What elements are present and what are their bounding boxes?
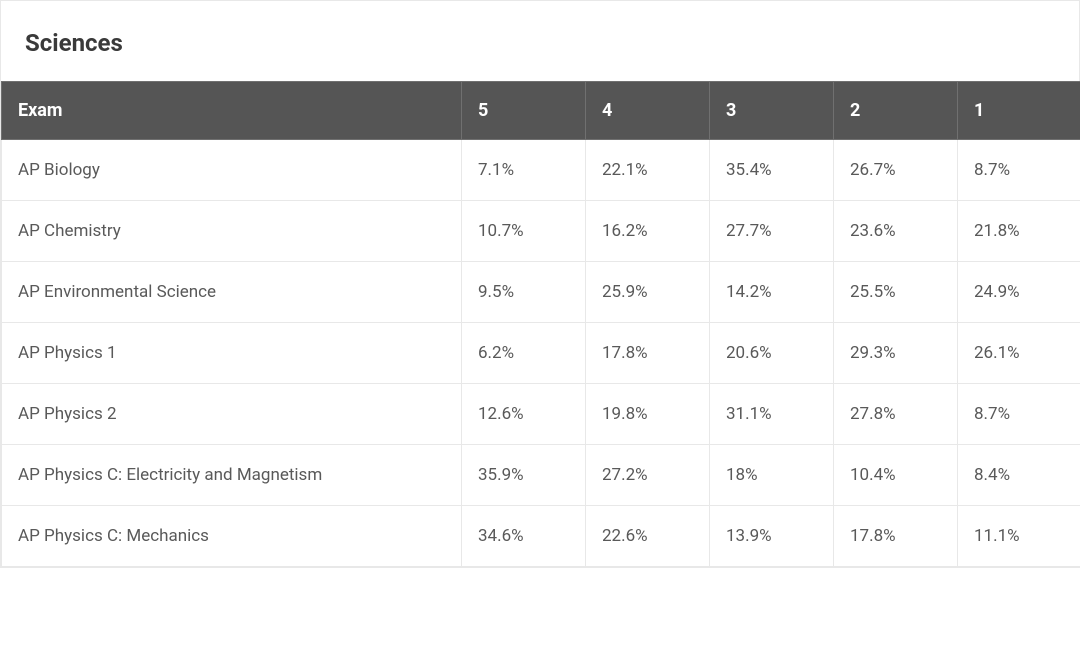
- cell-exam: AP Physics C: Mechanics: [2, 506, 462, 567]
- cell-score: 27.2%: [586, 445, 710, 506]
- cell-score: 8.7%: [958, 140, 1080, 201]
- cell-score: 16.2%: [586, 201, 710, 262]
- cell-score: 23.6%: [834, 201, 958, 262]
- cell-score: 8.4%: [958, 445, 1080, 506]
- col-header-exam: Exam: [2, 82, 462, 140]
- cell-score: 19.8%: [586, 384, 710, 445]
- cell-exam: AP Chemistry: [2, 201, 462, 262]
- cell-score: 26.1%: [958, 323, 1080, 384]
- cell-exam: AP Physics C: Electricity and Magnetism: [2, 445, 462, 506]
- table-header-row: Exam 5 4 3 2 1: [2, 82, 1080, 140]
- cell-exam: AP Physics 2: [2, 384, 462, 445]
- cell-score: 35.4%: [710, 140, 834, 201]
- cell-score: 18%: [710, 445, 834, 506]
- table-row: AP Physics 1 6.2% 17.8% 20.6% 29.3% 26.1…: [2, 323, 1080, 384]
- cell-score: 29.3%: [834, 323, 958, 384]
- cell-exam: AP Physics 1: [2, 323, 462, 384]
- table-row: AP Environmental Science 9.5% 25.9% 14.2…: [2, 262, 1080, 323]
- cell-score: 9.5%: [462, 262, 586, 323]
- cell-score: 20.6%: [710, 323, 834, 384]
- cell-score: 10.4%: [834, 445, 958, 506]
- table-container: Sciences Exam 5 4 3 2 1 AP Biology 7.1% …: [0, 0, 1080, 568]
- cell-score: 27.8%: [834, 384, 958, 445]
- cell-score: 10.7%: [462, 201, 586, 262]
- cell-score: 27.7%: [710, 201, 834, 262]
- cell-score: 31.1%: [710, 384, 834, 445]
- cell-score: 14.2%: [710, 262, 834, 323]
- cell-score: 13.9%: [710, 506, 834, 567]
- cell-score: 22.6%: [586, 506, 710, 567]
- cell-score: 34.6%: [462, 506, 586, 567]
- score-table: Exam 5 4 3 2 1 AP Biology 7.1% 22.1% 35.…: [1, 81, 1080, 567]
- table-row: AP Physics C: Electricity and Magnetism …: [2, 445, 1080, 506]
- cell-score: 17.8%: [834, 506, 958, 567]
- table-row: AP Chemistry 10.7% 16.2% 27.7% 23.6% 21.…: [2, 201, 1080, 262]
- col-header-4: 4: [586, 82, 710, 140]
- table-row: AP Biology 7.1% 22.1% 35.4% 26.7% 8.7%: [2, 140, 1080, 201]
- cell-score: 21.8%: [958, 201, 1080, 262]
- col-header-2: 2: [834, 82, 958, 140]
- title-area: Sciences: [1, 1, 1079, 81]
- cell-score: 12.6%: [462, 384, 586, 445]
- cell-score: 6.2%: [462, 323, 586, 384]
- section-title: Sciences: [25, 29, 1055, 57]
- cell-score: 22.1%: [586, 140, 710, 201]
- cell-exam: AP Biology: [2, 140, 462, 201]
- cell-score: 11.1%: [958, 506, 1080, 567]
- cell-score: 7.1%: [462, 140, 586, 201]
- cell-exam: AP Environmental Science: [2, 262, 462, 323]
- table-row: AP Physics 2 12.6% 19.8% 31.1% 27.8% 8.7…: [2, 384, 1080, 445]
- cell-score: 24.9%: [958, 262, 1080, 323]
- cell-score: 26.7%: [834, 140, 958, 201]
- cell-score: 35.9%: [462, 445, 586, 506]
- cell-score: 17.8%: [586, 323, 710, 384]
- col-header-1: 1: [958, 82, 1080, 140]
- cell-score: 25.5%: [834, 262, 958, 323]
- cell-score: 8.7%: [958, 384, 1080, 445]
- table-row: AP Physics C: Mechanics 34.6% 22.6% 13.9…: [2, 506, 1080, 567]
- cell-score: 25.9%: [586, 262, 710, 323]
- col-header-5: 5: [462, 82, 586, 140]
- col-header-3: 3: [710, 82, 834, 140]
